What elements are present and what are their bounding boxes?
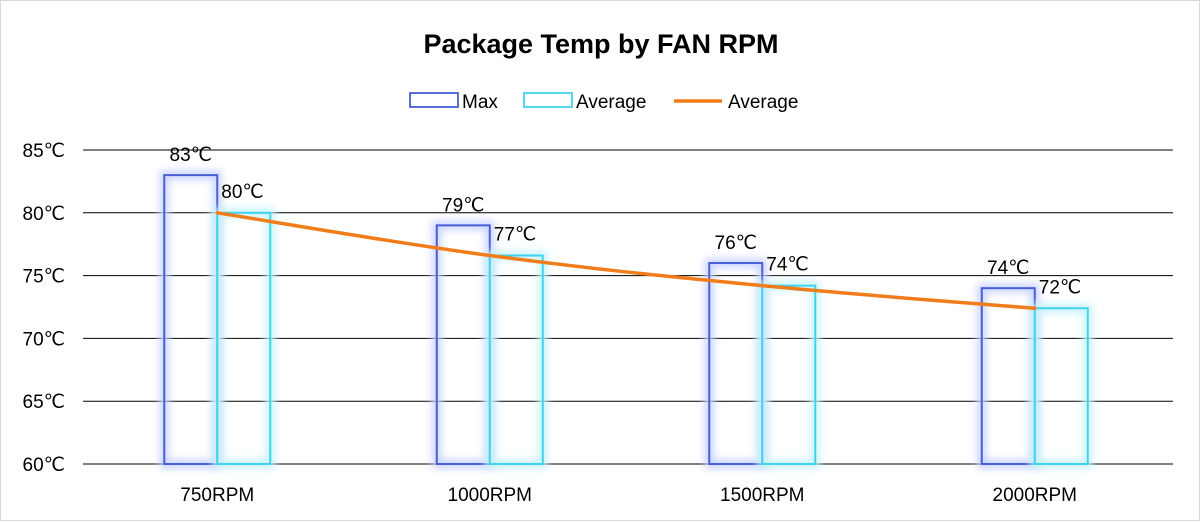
data-label: 74℃ <box>766 255 808 276</box>
data-labels: 83℃ 79℃ 76℃ 74℃ 80℃ 77℃ 74℃ 72℃ <box>170 145 1082 298</box>
bar-average <box>488 254 544 465</box>
chart-title: Package Temp by FAN RPM <box>423 29 778 59</box>
legend-label: Average <box>576 92 646 113</box>
legend-label: Average <box>728 92 798 113</box>
legend-label: Max <box>462 92 498 113</box>
line-series <box>215 211 1037 311</box>
y-tick-label: 85℃ <box>23 141 65 162</box>
x-tick-label: 1000RPM <box>448 485 533 506</box>
y-tick-label: 65℃ <box>23 392 65 413</box>
bar-max <box>163 174 219 465</box>
data-label: 80℃ <box>221 182 263 203</box>
x-tick-label: 2000RPM <box>993 485 1078 506</box>
y-tick-label: 70℃ <box>23 329 65 350</box>
x-axis-ticks: 750RPM 1000RPM 1500RPM 2000RPM <box>180 485 1077 506</box>
bars <box>159 170 1093 469</box>
data-label: 79℃ <box>442 195 484 216</box>
y-tick-label: 75℃ <box>23 267 65 288</box>
data-label: 72℃ <box>1039 277 1081 298</box>
bar-max <box>708 262 764 466</box>
legend: Max Average Average <box>409 92 798 113</box>
bar-max <box>980 287 1036 465</box>
average-line <box>215 211 1037 311</box>
bar-average <box>216 211 272 465</box>
legend-swatch-bar <box>409 92 459 108</box>
y-tick-label: 80℃ <box>23 204 65 225</box>
x-tick-label: 750RPM <box>180 485 254 506</box>
legend-swatch-bar <box>523 92 573 108</box>
x-tick-label: 1500RPM <box>720 485 805 506</box>
data-label: 83℃ <box>170 145 212 166</box>
bar-max <box>435 224 491 465</box>
data-label: 76℃ <box>715 233 757 254</box>
bar-average <box>761 284 817 466</box>
data-label: 77℃ <box>494 225 536 246</box>
y-axis-ticks: 60℃ 65℃ 70℃ 75℃ 80℃ 85℃ <box>23 141 65 476</box>
bar-average <box>1033 307 1089 466</box>
data-label: 74℃ <box>987 258 1029 279</box>
y-tick-label: 60℃ <box>23 455 65 476</box>
